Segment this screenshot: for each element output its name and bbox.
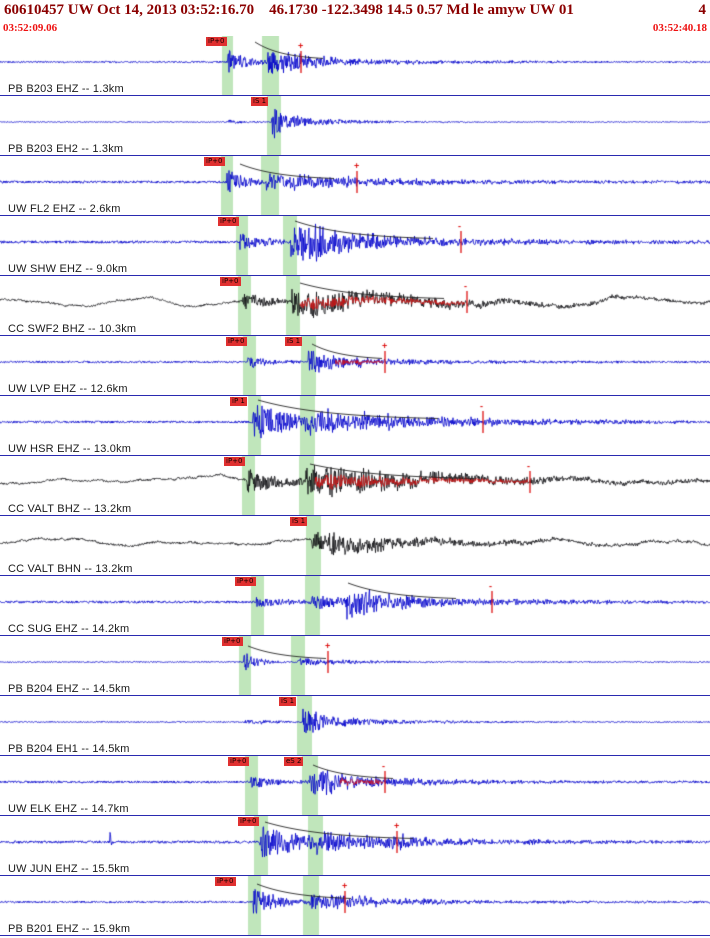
trace-row-cc-valt-bhn[interactable]: iS 1 CC VALT BHN -- 13.2km [0,516,710,576]
trace-row-uw-hsr-ehz[interactable]: iP 1 UW HSR EHZ -- 13.0km [0,396,710,456]
trace-row-uw-jun-ehz[interactable]: iP+0 UW JUN EHZ -- 15.5km [0,816,710,876]
pick-flag-ip-0[interactable]: iP+0 [228,757,249,766]
trace-label: CC SWF2 BHZ -- 10.3km [8,323,137,335]
waveform-canvas-cc-swf2-bhz[interactable] [0,276,710,335]
pick-flag-ip-0[interactable]: iP+0 [238,817,259,826]
waveform-canvas-uw-lvp-ehz[interactable] [0,336,710,395]
trace-label: CC VALT BHZ -- 13.2km [8,503,132,515]
window-end-time: 03:52:40.18 [652,21,707,34]
trace-label: UW LVP EHZ -- 12.6km [8,383,128,395]
waveform-canvas-uw-fl2-ehz[interactable] [0,156,710,215]
trace-row-cc-sug-ehz[interactable]: iP+0 CC SUG EHZ -- 14.2km [0,576,710,636]
trace-row-pb-b203-eh2[interactable]: iS 1 PB B203 EH2 -- 1.3km [0,96,710,156]
header-bar: 60610457 UW Oct 14, 2013 03:52:16.70 46.… [0,0,710,20]
trace-label: UW ELK EHZ -- 14.7km [8,803,129,815]
pick-flag-is-1[interactable]: iS 1 [251,97,269,106]
trace-area: iP+0 PB B203 EHZ -- 1.3km iS 1 PB B203 EH2 … [0,36,710,936]
trace-label: UW JUN EHZ -- 15.5km [8,863,130,875]
pick-flag-ip-0[interactable]: iP+0 [218,217,239,226]
trace-row-cc-swf2-bhz[interactable]: iP+0 CC SWF2 BHZ -- 10.3km [0,276,710,336]
waveform-canvas-pb-b203-ehz[interactable] [0,36,710,95]
trace-label: UW HSR EHZ -- 13.0km [8,443,132,455]
waveform-canvas-pb-b203-eh2[interactable] [0,96,710,155]
trace-row-pb-b204-ehz[interactable]: iP+0 PB B204 EHZ -- 14.5km [0,636,710,696]
waveform-canvas-cc-valt-bhn[interactable] [0,516,710,575]
trace-row-uw-shw-ehz[interactable]: iP+0 UW SHW EHZ -- 9.0km [0,216,710,276]
waveform-canvas-pb-b204-eh1[interactable] [0,696,710,755]
trace-row-pb-b203-ehz[interactable]: iP+0 PB B203 EHZ -- 1.3km [0,36,710,96]
waveform-canvas-pb-b201-ehz[interactable] [0,876,710,935]
window-count: 4 [698,1,707,18]
pick-flag-es-2[interactable]: eS 2 [284,757,304,766]
trace-row-cc-valt-bhz[interactable]: iP+0 CC VALT BHZ -- 13.2km [0,456,710,516]
trace-label: PB B203 EH2 -- 1.3km [8,143,124,155]
waveform-canvas-cc-valt-bhz[interactable] [0,456,710,515]
trace-label: PB B203 EHZ -- 1.3km [8,83,124,95]
waveform-canvas-uw-shw-ehz[interactable] [0,216,710,275]
waveform-canvas-uw-jun-ehz[interactable] [0,816,710,875]
pick-flag-ip-1[interactable]: iP 1 [230,397,247,406]
trace-label: UW FL2 EHZ -- 2.6km [8,203,121,215]
pick-flag-ip-0[interactable]: iP+0 [222,637,243,646]
time-axis-row: 03:52:09.06 03:52:40.18 [0,20,710,35]
pick-flag-ip-0[interactable]: iP+0 [206,37,227,46]
pick-flag-ip-0[interactable]: iP+0 [235,577,256,586]
window-start-time: 03:52:09.06 [3,21,58,34]
trace-row-pb-b204-eh1[interactable]: iS 1 PB B204 EH1 -- 14.5km [0,696,710,756]
trace-label: UW SHW EHZ -- 9.0km [8,263,128,275]
pick-flag-ip-0[interactable]: iP+0 [226,337,247,346]
trace-row-uw-elk-ehz[interactable]: iP+0 eS 2 UW ELK EHZ -- 14.7km [0,756,710,816]
waveform-canvas-cc-sug-ehz[interactable] [0,576,710,635]
pick-flag-ip-0[interactable]: iP+0 [215,877,236,886]
pick-flag-is-1[interactable]: iS 1 [279,697,297,706]
trace-row-uw-fl2-ehz[interactable]: iP+0 UW FL2 EHZ -- 2.6km [0,156,710,216]
event-summary-title: 60610457 UW Oct 14, 2013 03:52:16.70 46.… [4,1,574,18]
pick-flag-ip-0[interactable]: iP+0 [224,457,245,466]
waveform-canvas-uw-elk-ehz[interactable] [0,756,710,815]
pick-flag-ip-0[interactable]: iP+0 [220,277,241,286]
pick-flag-ip-0[interactable]: iP+0 [204,157,225,166]
trace-row-uw-lvp-ehz[interactable]: iP+0 iS 1 UW LVP EHZ -- 12.6km [0,336,710,396]
trace-row-pb-b201-ehz[interactable]: iP+0 PB B201 EHZ -- 15.9km [0,876,710,936]
pick-flag-is-1[interactable]: iS 1 [290,517,308,526]
pick-flag-is-1[interactable]: iS 1 [285,337,303,346]
trace-label: PB B201 EHZ -- 15.9km [8,923,131,935]
trace-label: PB B204 EH1 -- 14.5km [8,743,130,755]
trace-label: CC SUG EHZ -- 14.2km [8,623,130,635]
trace-label: PB B204 EHZ -- 14.5km [8,683,131,695]
trace-label: CC VALT BHN -- 13.2km [8,563,133,575]
waveform-canvas-pb-b204-ehz[interactable] [0,636,710,695]
waveform-canvas-uw-hsr-ehz[interactable] [0,396,710,455]
